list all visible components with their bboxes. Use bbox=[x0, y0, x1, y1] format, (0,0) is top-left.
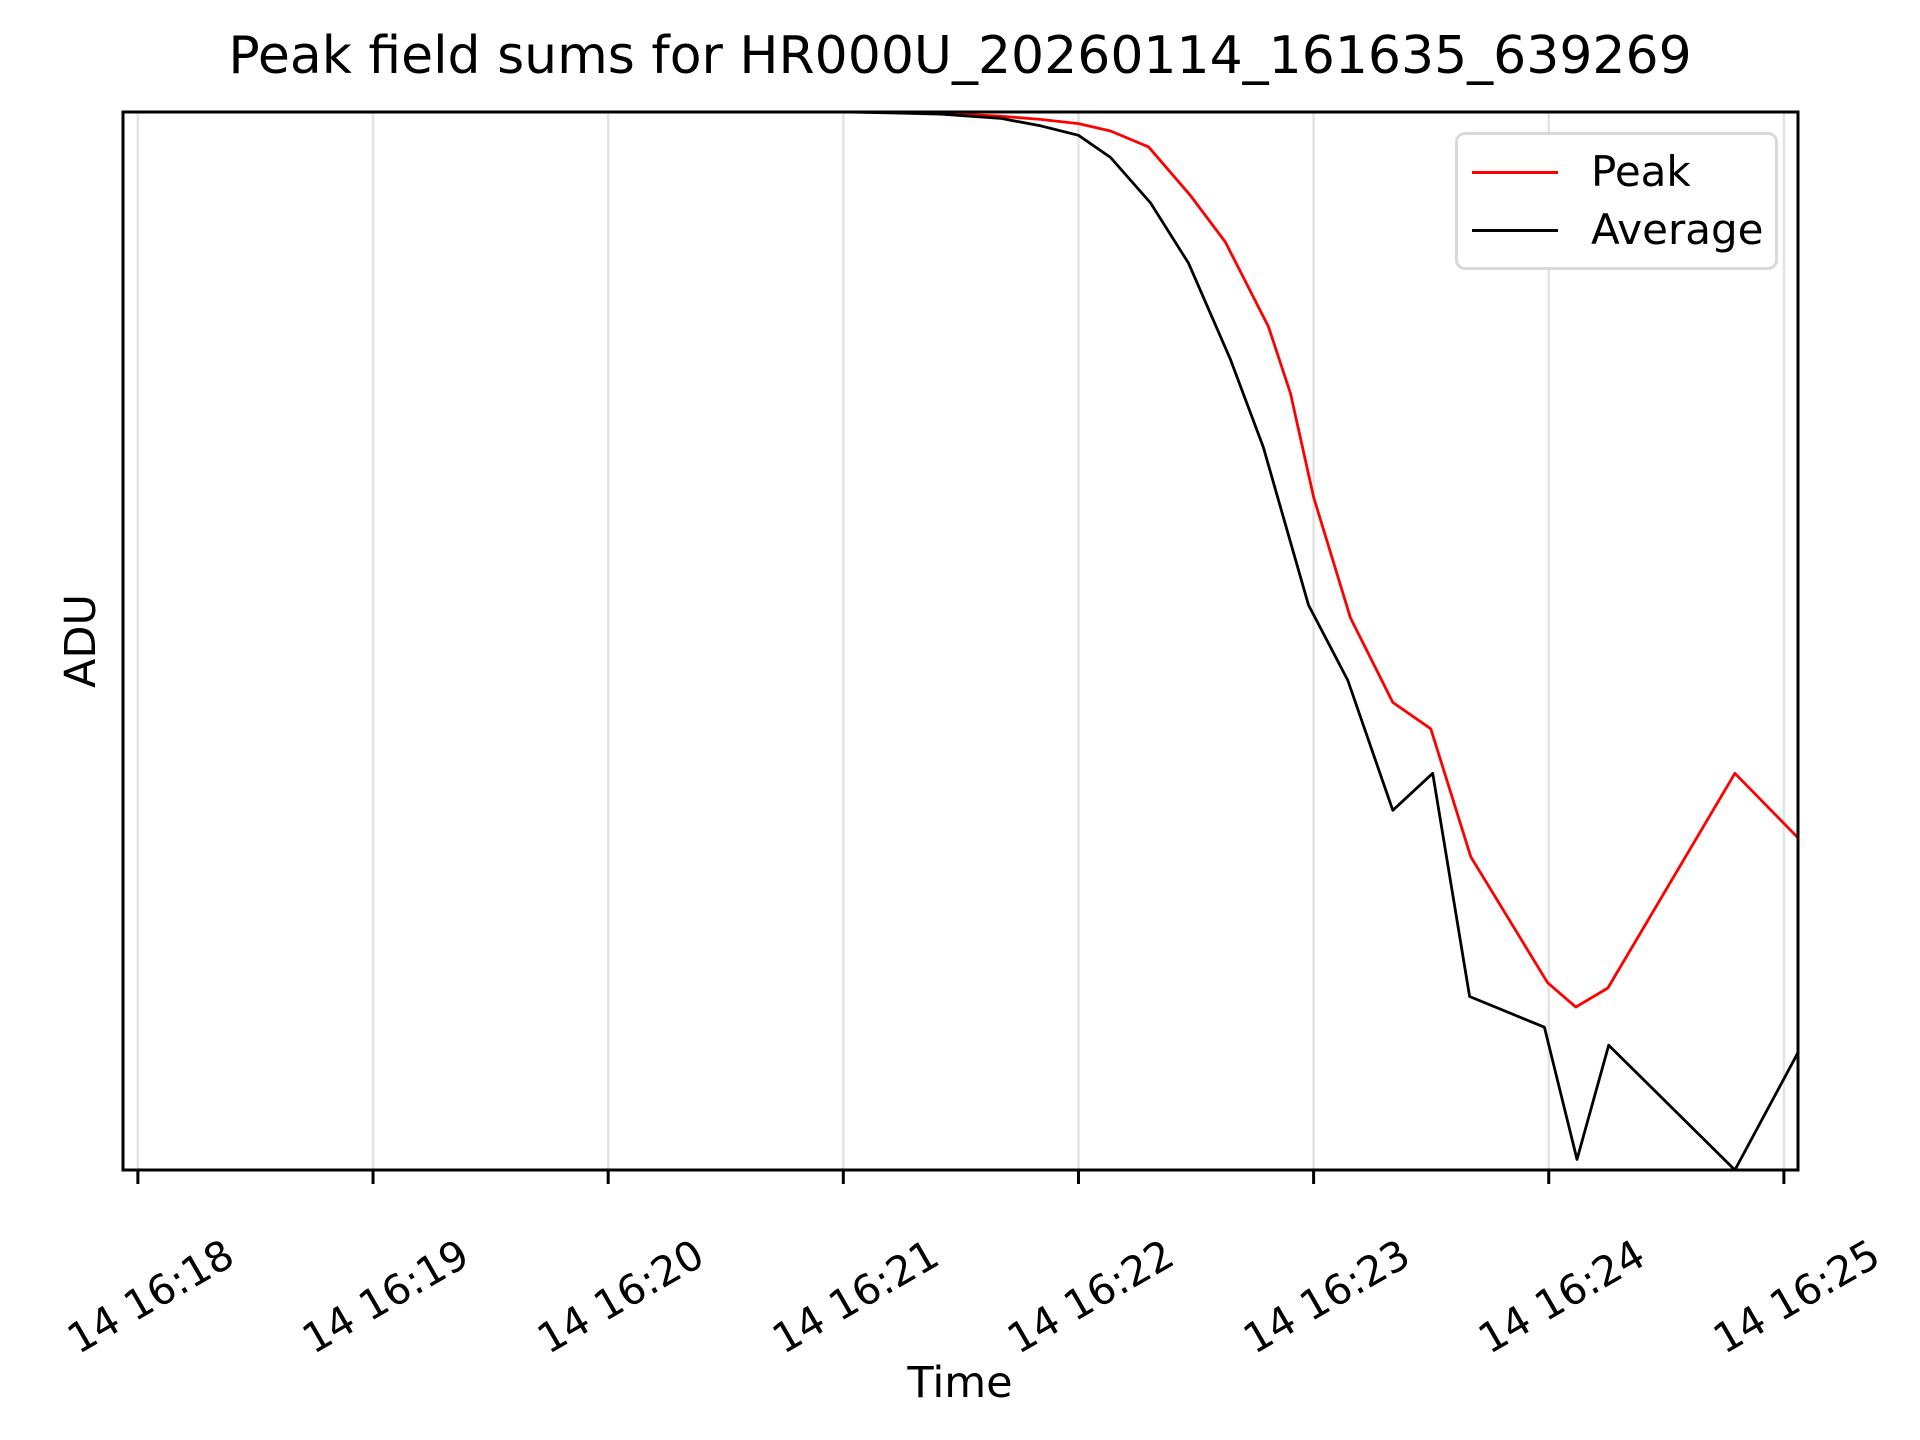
legend: Peak Average bbox=[1455, 132, 1778, 270]
legend-item-average: Average bbox=[1472, 209, 1775, 251]
x-gridlines bbox=[136, 112, 1786, 1170]
axes-frame bbox=[121, 110, 1800, 1172]
y-axis-label: ADU bbox=[56, 594, 106, 688]
chart-title: Peak field sums for HR000U_20260114_1616… bbox=[228, 26, 1692, 86]
x-axis-label: Time bbox=[907, 1358, 1013, 1408]
x-tick-marks bbox=[136, 1170, 1786, 1184]
peak-line-sample bbox=[1472, 170, 1558, 174]
legend-label-average: Average bbox=[1591, 205, 1764, 254]
legend-label-peak: Peak bbox=[1591, 147, 1691, 196]
legend-item-peak: Peak bbox=[1472, 151, 1775, 193]
average-line-sample bbox=[1472, 228, 1558, 232]
